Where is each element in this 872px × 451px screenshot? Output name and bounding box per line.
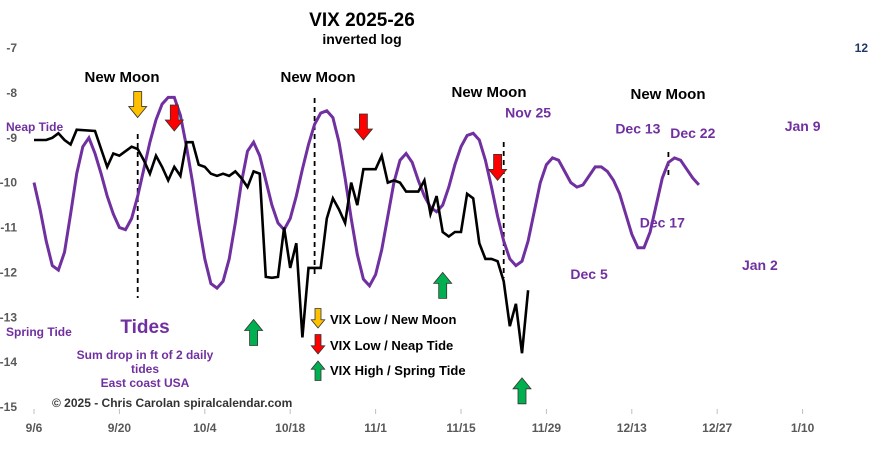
tides-description-3: East coast USA — [101, 376, 190, 390]
legend-red-down-icon — [310, 334, 326, 355]
y-tick-label: -14 — [0, 355, 17, 369]
y-tick-label: -12 — [0, 265, 17, 279]
chart-title: VIX 2025-26 — [309, 10, 415, 31]
date-label: Jan 9 — [785, 118, 821, 134]
tides-description-1: Sum drop in ft of 2 daily — [77, 348, 214, 362]
tides-heading: Tides — [120, 317, 169, 338]
red-down-arrow-icon — [164, 104, 185, 132]
date-annotations: Nov 25 Dec 13 Dec 22 Dec 5 Dec 17 Jan 2 Jan 9 — [505, 105, 821, 283]
red-down-arrow-icon — [353, 113, 374, 141]
y-tick-label: -13 — [0, 310, 17, 324]
y-right-tick-label: 12 — [855, 41, 869, 55]
red-down-arrow-icon — [487, 153, 508, 182]
copyright-credit: © 2025 - Chris Carolan spiralcalendar.co… — [52, 396, 292, 410]
x-tick-label: 12/27 — [702, 421, 732, 435]
new-moon-label: New Moon — [452, 84, 527, 101]
green-up-arrow-icon — [512, 377, 532, 405]
date-label: Dec 17 — [640, 215, 685, 231]
vix-series-line — [34, 128, 530, 354]
new-moon-markers: New Moon New Moon New Moon New Moon — [85, 69, 706, 298]
x-tick-label: 10/4 — [193, 421, 217, 435]
date-label: Nov 25 — [505, 105, 551, 121]
legend-label: VIX Low / Neap Tide — [330, 338, 453, 353]
y-tick-label: -11 — [0, 221, 17, 235]
date-label: Dec 22 — [670, 125, 715, 141]
new-moon-label: New Moon — [281, 69, 356, 86]
tides-description-2: tides — [131, 362, 159, 376]
x-tick-label: 1/10 — [791, 421, 815, 435]
spring-tide-label: Spring Tide — [6, 325, 72, 339]
y-tick-label: -9 — [6, 131, 17, 145]
x-tick-label: 11/1 — [364, 421, 387, 435]
legend-label: VIX High / Spring Tide — [330, 363, 466, 378]
y-axis-right: 12 — [855, 41, 869, 55]
green-up-arrow-icon — [432, 271, 453, 299]
x-tick-label: 12/13 — [617, 421, 647, 435]
legend-orange-down-icon — [310, 308, 326, 329]
orange-down-arrow-icon — [127, 91, 148, 119]
x-tick-label: 9/6 — [26, 421, 43, 435]
new-moon-label: New Moon — [85, 69, 160, 86]
legend: VIX Low / New Moon VIX Low / Neap Tide VIX… — [310, 308, 466, 381]
x-tick-label: 10/18 — [275, 421, 305, 435]
new-moon-label: New Moon — [631, 86, 706, 103]
y-tick-label: -7 — [6, 41, 17, 55]
legend-label: VIX Low / New Moon — [330, 312, 456, 327]
green-up-arrow-icon — [243, 318, 264, 346]
legend-green-up-icon — [310, 360, 326, 381]
signal-arrows — [127, 91, 532, 405]
chart-subtitle: inverted log — [322, 31, 401, 47]
x-tick-label: 11/29 — [532, 421, 562, 435]
y-tick-label: -15 — [0, 400, 17, 414]
y-tick-label: -10 — [0, 176, 17, 190]
date-label: Dec 13 — [615, 120, 660, 136]
x-tick-label: 9/20 — [108, 421, 132, 435]
date-label: Dec 5 — [570, 266, 608, 282]
y-tick-label: -8 — [6, 86, 17, 100]
y-axis-left: -7 -8 -9 -10 -11 -12 -13 -14 -15 — [0, 41, 17, 414]
neap-tide-label: Neap Tide — [6, 120, 63, 134]
x-tick-label: 11/15 — [446, 421, 476, 435]
x-axis: 9/6 9/20 10/4 10/18 11/1 11/15 11/29 12/13 12/27… — [26, 409, 815, 435]
date-label: Jan 2 — [742, 257, 778, 273]
